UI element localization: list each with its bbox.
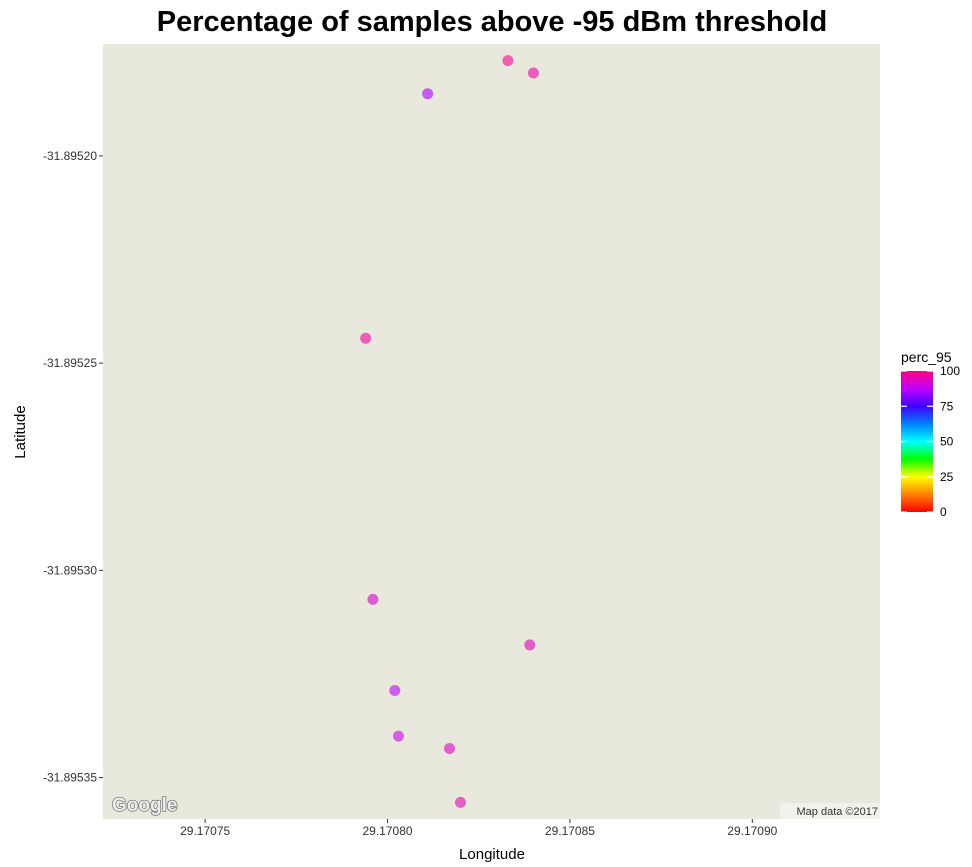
x-tick-label: 29.17085 xyxy=(545,824,595,838)
data-point xyxy=(360,332,372,344)
y-tick-label: -31.89535 xyxy=(43,771,97,785)
y-axis: -31.89520 -31.89525 -31.89530 -31.89535 xyxy=(43,149,103,785)
data-point xyxy=(367,593,379,605)
data-point xyxy=(389,685,401,697)
x-axis: 29.17075 29.17080 29.17085 29.17090 xyxy=(180,819,778,838)
legend-tick-label: 75 xyxy=(940,399,954,413)
data-point xyxy=(422,88,434,100)
attribution-background xyxy=(780,803,880,819)
y-axis-label: Latitude xyxy=(12,405,29,458)
legend-tick-label: 25 xyxy=(940,470,954,484)
map-panel xyxy=(103,44,880,819)
x-tick-label: 29.17090 xyxy=(727,824,777,838)
x-tick-label: 29.17075 xyxy=(180,824,230,838)
map-attribution: Map data ©2017 xyxy=(797,806,879,818)
legend-tick-label: 100 xyxy=(940,364,960,378)
legend-tick-label: 0 xyxy=(940,505,947,519)
data-point xyxy=(502,55,514,67)
legend-title: perc_95 xyxy=(901,349,952,365)
y-tick-label: -31.89525 xyxy=(43,356,97,370)
y-tick-label: -31.89520 xyxy=(43,149,97,163)
chart-title: Percentage of samples above -95 dBm thre… xyxy=(157,6,827,38)
x-axis-label: Longitude xyxy=(459,846,525,863)
data-point xyxy=(444,743,456,755)
data-points xyxy=(360,55,539,808)
y-tick-label: -31.89530 xyxy=(43,563,97,577)
x-tick-label: 29.17080 xyxy=(363,824,413,838)
data-point xyxy=(454,796,466,808)
legend-tick-label: 50 xyxy=(940,435,954,449)
google-logo: Google xyxy=(112,795,177,816)
data-point xyxy=(524,639,536,651)
color-legend: perc_95 0 25 50 75 100 xyxy=(901,349,960,519)
data-point xyxy=(527,67,539,79)
data-point xyxy=(392,730,404,742)
